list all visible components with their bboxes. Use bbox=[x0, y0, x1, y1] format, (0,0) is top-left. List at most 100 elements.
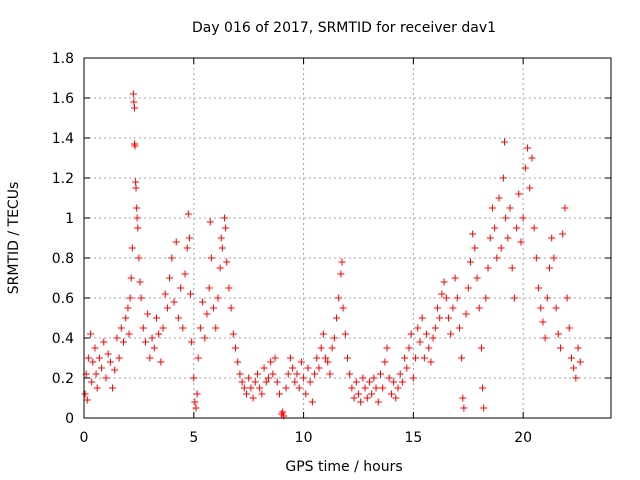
data-point bbox=[449, 304, 457, 312]
data-point bbox=[115, 354, 123, 362]
data-point bbox=[218, 244, 226, 252]
data-point bbox=[236, 370, 244, 378]
x-tick-label: 10 bbox=[295, 430, 313, 446]
data-point bbox=[561, 204, 569, 212]
data-point bbox=[304, 364, 312, 372]
data-point bbox=[128, 244, 136, 252]
data-point bbox=[192, 404, 200, 412]
data-point bbox=[453, 294, 461, 302]
axis-ticks bbox=[83, 57, 611, 419]
data-point bbox=[172, 238, 180, 246]
data-point bbox=[264, 374, 272, 382]
data-point bbox=[271, 354, 279, 362]
y-tick-label: 0.8 bbox=[52, 251, 74, 267]
data-point bbox=[311, 370, 319, 378]
data-point bbox=[352, 378, 360, 386]
data-point bbox=[337, 270, 345, 278]
data-point bbox=[471, 244, 479, 252]
data-point bbox=[535, 284, 543, 292]
data-point bbox=[436, 314, 444, 322]
y-tick-label: 1.8 bbox=[52, 51, 74, 67]
data-point bbox=[232, 344, 240, 352]
data-point bbox=[370, 374, 378, 382]
data-point bbox=[473, 274, 481, 282]
data-point bbox=[258, 390, 266, 398]
data-point bbox=[170, 298, 178, 306]
data-point bbox=[458, 354, 466, 362]
data-point bbox=[541, 334, 549, 342]
data-point bbox=[234, 358, 242, 366]
data-point bbox=[131, 104, 139, 112]
data-point bbox=[359, 374, 367, 382]
data-point bbox=[376, 370, 384, 378]
data-point bbox=[256, 384, 264, 392]
data-point bbox=[144, 310, 152, 318]
data-point bbox=[83, 396, 91, 404]
y-tick-label: 1.4 bbox=[52, 131, 74, 147]
data-point bbox=[403, 364, 411, 372]
data-point bbox=[570, 364, 578, 372]
data-point bbox=[199, 298, 207, 306]
data-point bbox=[574, 344, 582, 352]
data-point bbox=[179, 324, 187, 332]
data-point bbox=[98, 364, 106, 372]
data-point bbox=[120, 338, 128, 346]
data-point bbox=[324, 358, 332, 366]
data-point bbox=[416, 338, 424, 346]
data-point bbox=[196, 324, 204, 332]
data-point bbox=[365, 378, 373, 386]
data-point bbox=[526, 184, 534, 192]
data-point bbox=[326, 370, 334, 378]
data-point bbox=[447, 330, 455, 338]
data-point bbox=[286, 354, 294, 362]
data-point bbox=[339, 304, 347, 312]
data-point bbox=[148, 334, 156, 342]
data-point bbox=[267, 358, 275, 366]
data-point bbox=[106, 358, 114, 366]
y-tick-label: 1.6 bbox=[52, 91, 74, 107]
x-tick-label: 20 bbox=[514, 430, 532, 446]
tick-labels: 0 0.2 0.4 0.6 0.8 1 1.2 1.4 1.6 1.8 0 5 10 15 20 bbox=[52, 51, 532, 446]
data-point bbox=[565, 324, 573, 332]
data-point bbox=[315, 364, 323, 372]
data-point bbox=[132, 178, 140, 186]
data-point bbox=[412, 354, 420, 362]
data-point bbox=[269, 370, 277, 378]
data-point bbox=[306, 378, 314, 386]
data-point bbox=[184, 210, 192, 218]
data-point bbox=[445, 314, 453, 322]
data-point bbox=[194, 354, 202, 362]
data-point bbox=[466, 258, 474, 266]
data-point bbox=[159, 324, 167, 332]
data-point bbox=[348, 384, 356, 392]
data-point bbox=[275, 390, 283, 398]
data-point bbox=[513, 224, 521, 232]
data-point bbox=[300, 374, 308, 382]
data-point bbox=[515, 190, 523, 198]
data-point bbox=[563, 294, 571, 302]
data-point bbox=[89, 358, 97, 366]
data-point bbox=[284, 370, 292, 378]
data-point bbox=[521, 164, 529, 172]
data-point bbox=[418, 314, 426, 322]
data-point bbox=[205, 284, 213, 292]
data-point bbox=[134, 224, 142, 232]
data-point bbox=[131, 142, 139, 150]
data-point bbox=[168, 254, 176, 262]
data-point bbox=[414, 324, 422, 332]
chart-title: Day 016 of 2017, SRMTID for receiver dav… bbox=[192, 20, 496, 36]
y-tick-label: 0.2 bbox=[52, 371, 74, 387]
data-point bbox=[427, 358, 435, 366]
x-tick-label: 15 bbox=[404, 430, 422, 446]
x-tick-label: 5 bbox=[189, 430, 198, 446]
data-point bbox=[510, 294, 518, 302]
data-point bbox=[528, 154, 536, 162]
data-point bbox=[350, 394, 358, 402]
data-point bbox=[333, 314, 341, 322]
data-point bbox=[214, 294, 222, 302]
data-point bbox=[552, 304, 560, 312]
data-point bbox=[464, 284, 472, 292]
data-point bbox=[297, 358, 305, 366]
data-point bbox=[486, 234, 494, 242]
